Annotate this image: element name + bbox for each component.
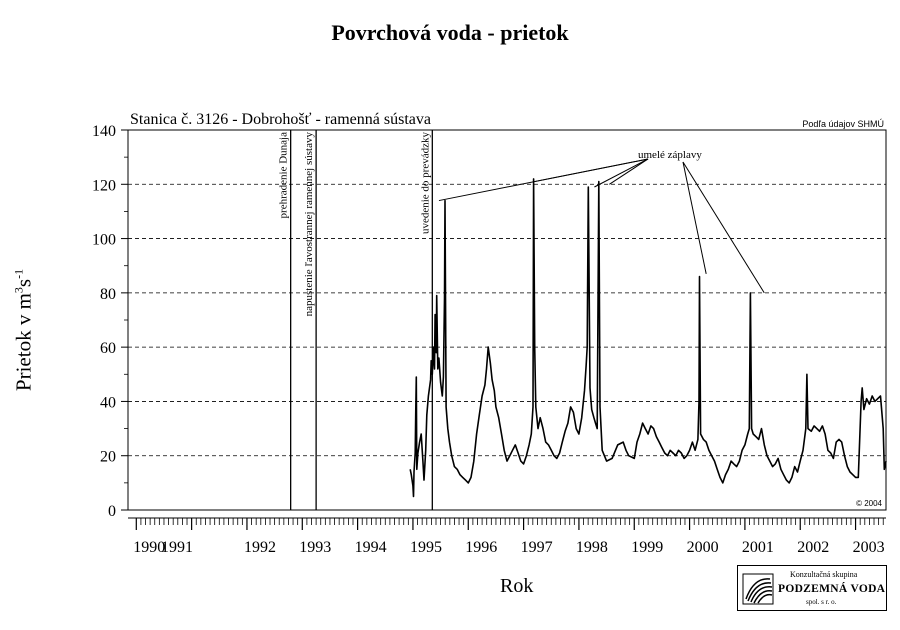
y-tick-label-120: 120 — [92, 177, 116, 194]
logo-line2: PODZEMNÁ VODA — [778, 583, 886, 595]
x-tick-label-1996: 1996 — [465, 539, 497, 556]
logo-line1: Konzultačná skupina — [790, 570, 858, 579]
annotation-leader-3 — [594, 158, 649, 188]
event-label-1: prehradenie Dunaja — [278, 132, 290, 219]
series-line-1 — [409, 178, 887, 498]
x-tick-label-1997: 1997 — [521, 539, 553, 556]
event-label-2: napustenie ľavostrannej ramennej sústavy — [303, 132, 315, 317]
y-tick-label-0: 0 — [108, 503, 116, 520]
logo-mark-icon — [742, 573, 774, 605]
y-tick-label-80: 80 — [100, 286, 116, 303]
y-tick-label-100: 100 — [92, 232, 116, 249]
y-tick-label-20: 20 — [100, 449, 116, 466]
x-tick-label-2002: 2002 — [797, 539, 829, 556]
x-tick-label-2003: 2003 — [853, 539, 885, 556]
source-note: Podľa údajov SHMÚ — [802, 119, 884, 129]
copyright-note: © 2004 — [856, 499, 882, 508]
y-tick-label-140: 140 — [92, 123, 116, 140]
x-tick-label-1991: 1991 — [161, 539, 193, 556]
annotation-leader-5 — [682, 161, 707, 274]
event-label-3: uvedenie do prevádzky — [419, 132, 431, 235]
x-tick-label-1998: 1998 — [576, 539, 608, 556]
x-tick-label-2000: 2000 — [687, 539, 719, 556]
x-tick-label-1995: 1995 — [410, 539, 442, 556]
annotation-leader-2 — [534, 158, 649, 183]
company-logo: Konzultačná skupina PODZEMNÁ VODA spol. … — [737, 565, 887, 611]
annotation-leader-4 — [609, 158, 649, 185]
x-tick-label-1992: 1992 — [244, 539, 276, 556]
x-tick-label-1993: 1993 — [299, 539, 331, 556]
y-tick-label-40: 40 — [100, 394, 116, 411]
chart-subtitle: Stanica č. 3126 - Dobrohošť - ramenná sú… — [130, 111, 431, 128]
x-tick-label-1994: 1994 — [355, 539, 387, 556]
x-axis-label: Rok — [500, 575, 534, 597]
x-tick-label-1990: 1990 — [133, 539, 165, 556]
page-title: Povrchová voda - prietok — [331, 20, 569, 45]
x-tick-label-1999: 1999 — [631, 539, 663, 556]
y-tick-label-60: 60 — [100, 340, 116, 357]
annotation-leader-6 — [682, 161, 765, 294]
x-tick-label-2001: 2001 — [742, 539, 774, 556]
annotation-label: umelé záplavy — [638, 149, 702, 161]
logo-line3: spol. s r. o. — [806, 598, 837, 606]
